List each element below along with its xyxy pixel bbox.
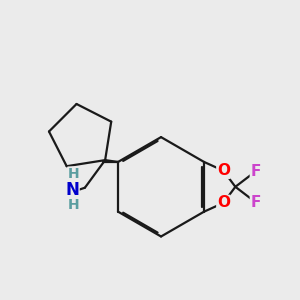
- Text: O: O: [217, 163, 230, 178]
- Text: F: F: [250, 195, 261, 210]
- Text: N: N: [65, 181, 79, 199]
- Text: F: F: [250, 164, 261, 179]
- Text: H: H: [68, 167, 80, 181]
- Text: O: O: [217, 195, 230, 210]
- Text: H: H: [68, 198, 80, 212]
